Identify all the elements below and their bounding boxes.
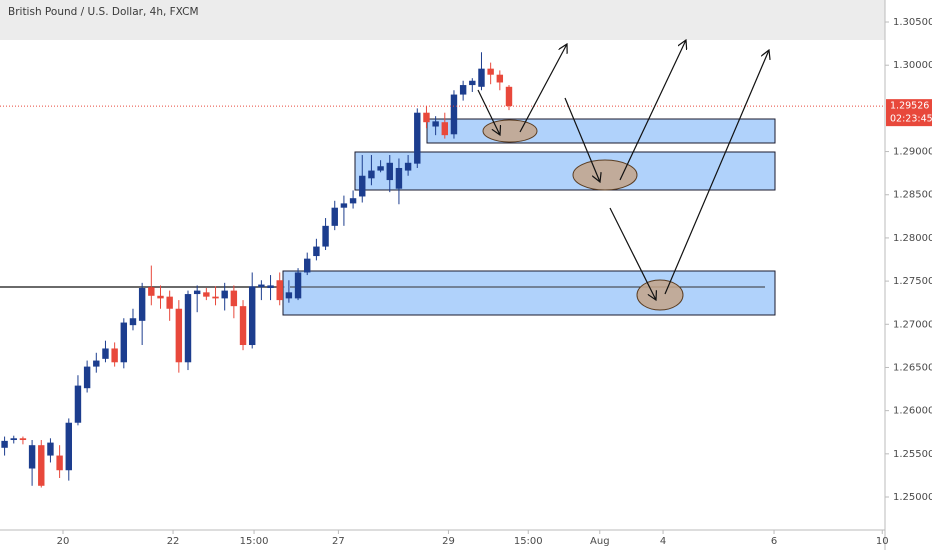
- last-price-tag: [886, 99, 932, 127]
- x-tick-label: 15:00: [514, 536, 543, 547]
- candle-body: [478, 68, 485, 87]
- candle-body: [166, 296, 173, 309]
- candle-body: [267, 285, 274, 289]
- annotations: [0, 118, 776, 316]
- candle-body: [340, 203, 348, 208]
- candle-body: [248, 286, 256, 346]
- x-tick-label: 29: [442, 536, 455, 547]
- drawings: [477, 40, 769, 311]
- arrow: [609, 207, 656, 300]
- x-tick-label: 10: [876, 536, 889, 547]
- candle-body: [157, 295, 164, 299]
- zone: [354, 151, 776, 191]
- y-tick-label: 1.26000: [893, 406, 932, 417]
- arrow: [564, 97, 600, 182]
- candle-body: [19, 438, 27, 441]
- candle-body: [441, 122, 449, 136]
- candle-body: [184, 294, 192, 363]
- candle-body: [487, 68, 494, 75]
- candle-body: [10, 438, 17, 441]
- x-tick-label: Aug: [590, 536, 610, 547]
- candle-body: [74, 385, 82, 423]
- y-tick-label: 1.27500: [893, 276, 932, 287]
- candle-body: [459, 85, 467, 95]
- candle-body: [496, 74, 504, 83]
- candle-body: [349, 198, 357, 204]
- candle-body: [386, 162, 393, 181]
- candle-body: [129, 318, 137, 326]
- candle-body: [120, 322, 128, 363]
- candle-body: [469, 80, 476, 86]
- y-tick-label: 1.25000: [893, 492, 932, 503]
- arrow: [664, 50, 769, 295]
- x-tick-label: 15:00: [240, 536, 269, 547]
- ellipse: [482, 119, 538, 143]
- candle-body: [111, 348, 118, 363]
- candle-body: [377, 166, 384, 171]
- candle-body: [276, 280, 283, 301]
- candle-body: [505, 86, 513, 107]
- y-tick-label: 1.30500: [893, 17, 932, 28]
- candle-body: [138, 288, 146, 321]
- candle-body: [148, 287, 155, 296]
- candle-body: [313, 246, 320, 257]
- candle-body: [368, 170, 375, 179]
- y-tick-label: 1.26500: [893, 362, 932, 373]
- x-tick-label: 22: [167, 536, 180, 547]
- candle-body: [83, 366, 91, 389]
- arrow: [477, 89, 500, 135]
- chart-title: British Pound / U.S. Dollar, 4h, FXCM: [8, 6, 199, 18]
- candle-body: [239, 306, 247, 346]
- candle-body: [212, 296, 219, 299]
- candle-body: [304, 258, 311, 273]
- candle-body: [395, 167, 403, 189]
- x-tick-label: 20: [57, 536, 70, 547]
- candle-body: [423, 112, 430, 123]
- candle-body: [193, 290, 201, 295]
- candle-body: [175, 308, 183, 363]
- y-tick-label: 1.25500: [893, 449, 932, 460]
- y-tick-label: 1.29000: [893, 147, 932, 158]
- candle-body: [294, 272, 302, 299]
- x-tick-label: 27: [332, 536, 345, 547]
- candle-body: [203, 292, 210, 297]
- countdown-label: 02:23:45: [890, 114, 932, 125]
- arrow: [619, 40, 686, 181]
- candle-body: [404, 162, 412, 171]
- x-tick-label: 6: [771, 536, 777, 547]
- candle-body: [221, 290, 228, 299]
- last-price-label: 1.29526: [890, 101, 929, 112]
- y-tick-label: 1.30000: [893, 60, 932, 71]
- candle-body: [28, 445, 36, 469]
- candle-body: [432, 121, 439, 127]
- candle-body: [93, 360, 100, 367]
- candle-body: [331, 207, 338, 226]
- candle-body: [230, 290, 238, 307]
- candle-body: [285, 292, 293, 299]
- candle-body: [1, 440, 8, 448]
- candle-body: [38, 445, 45, 486]
- candle-body: [102, 348, 109, 359]
- zone: [426, 118, 776, 144]
- candle-body: [414, 112, 421, 164]
- arrow: [519, 44, 567, 133]
- y-tick-label: 1.28500: [893, 190, 932, 201]
- header-band: [0, 0, 885, 40]
- axes: 1.25000 1.25500 1.26000 1.26500 1.27000 1.275…: [57, 17, 932, 547]
- ellipse: [636, 279, 684, 311]
- y-tick-label: 1.27000: [893, 319, 932, 330]
- candle-body: [359, 175, 366, 197]
- candle-body: [322, 225, 329, 247]
- candle-body: [47, 442, 54, 456]
- ellipse: [572, 159, 638, 191]
- x-tick-label: 4: [660, 536, 666, 547]
- y-tick-label: 1.28000: [893, 233, 932, 244]
- candle-body: [56, 455, 63, 471]
- plot: [0, 52, 885, 488]
- zone: [282, 270, 776, 316]
- candle-body: [450, 94, 458, 135]
- candle-body: [65, 422, 72, 471]
- candle-body: [258, 284, 265, 288]
